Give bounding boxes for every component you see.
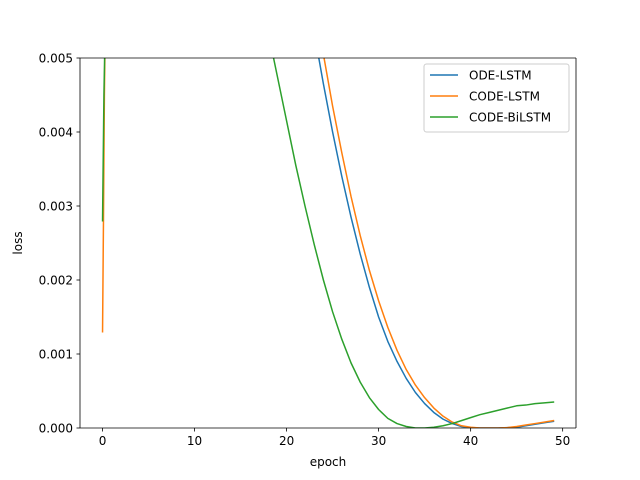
y-tick-label: 0.005: [39, 52, 73, 66]
x-tick-label: 50: [555, 434, 570, 448]
legend-label: ODE-LSTM: [469, 69, 532, 83]
y-tick-label: 0.001: [39, 348, 73, 362]
x-tick-label: 20: [279, 434, 294, 448]
axes-layer: 0 10 20 30 40 50 0.000 0.001 0.002 0.003 0.004 0.00…: [39, 52, 577, 448]
x-tick-label: 30: [371, 434, 386, 448]
series-layer: [101, 58, 555, 428]
y-tick-label: 0.004: [39, 126, 73, 140]
legend-label: CODE-LSTM: [469, 90, 540, 104]
x-tick-label: 40: [463, 434, 478, 448]
y-tick-label: 0.000: [39, 422, 73, 436]
y-tick-label: 0.003: [39, 200, 73, 214]
x-tick-label: 0: [99, 434, 107, 448]
legend-frame: [423, 63, 570, 133]
x-tick-label: 10: [187, 434, 202, 448]
x-axis-label: epoch: [310, 455, 347, 469]
legend: ODE-LSTM CODE-LSTM CODE-BiLSTM: [423, 63, 570, 133]
y-tick-label: 0.002: [39, 274, 73, 288]
series-line-code-bilstm: [101, 58, 555, 428]
y-axis-label: loss: [11, 231, 25, 254]
series-line-code-lstm: [101, 58, 555, 428]
legend-label: CODE-BiLSTM: [469, 111, 551, 125]
